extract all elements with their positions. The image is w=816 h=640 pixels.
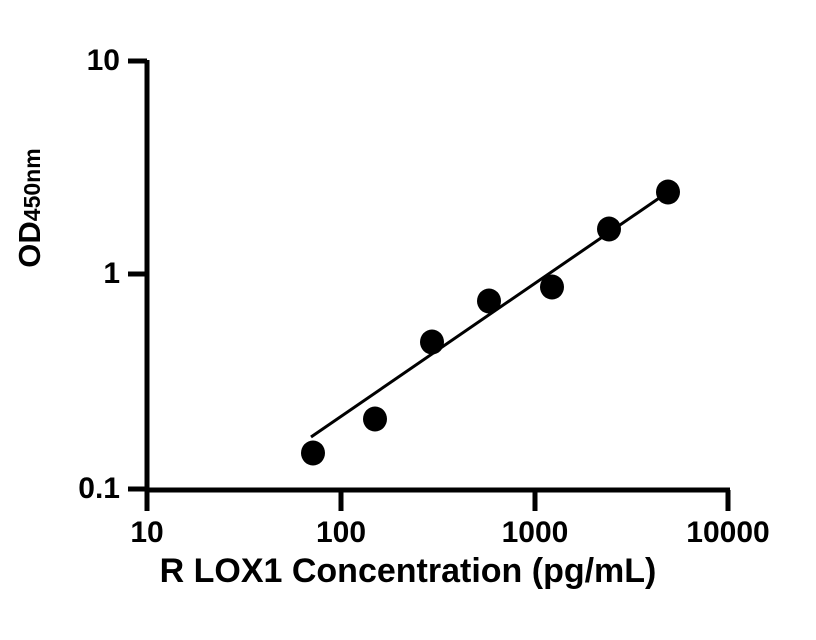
data-point [363, 406, 387, 432]
data-point [656, 179, 680, 205]
data-point [540, 274, 564, 300]
y-axis-tick-label-0-1: 0.1 [78, 472, 120, 505]
y-axis-tick-label-1: 1 [103, 257, 120, 290]
x-axis-tick-label-1000: 1000 [501, 516, 569, 549]
x-axis-ticks [144, 490, 731, 511]
data-point [301, 440, 325, 466]
y-axis-title: OD450nm [12, 118, 48, 298]
y-axis-title-main: OD [12, 221, 47, 268]
data-point [420, 329, 444, 355]
data-point [477, 288, 501, 314]
x-axis-tick-label-10: 10 [130, 516, 164, 549]
y-axis-ticks [128, 58, 147, 492]
y-axis-tick-label-10: 10 [86, 44, 120, 77]
x-axis-tick-label-100: 100 [315, 516, 367, 549]
x-axis-title: R LOX1 Concentration (pg/mL) [159, 552, 657, 590]
x-axis-tick-label-10000: 10000 [686, 516, 770, 549]
data-point [597, 216, 621, 242]
y-axis-title-subscript: 450nm [19, 148, 45, 222]
data-points [301, 179, 680, 466]
